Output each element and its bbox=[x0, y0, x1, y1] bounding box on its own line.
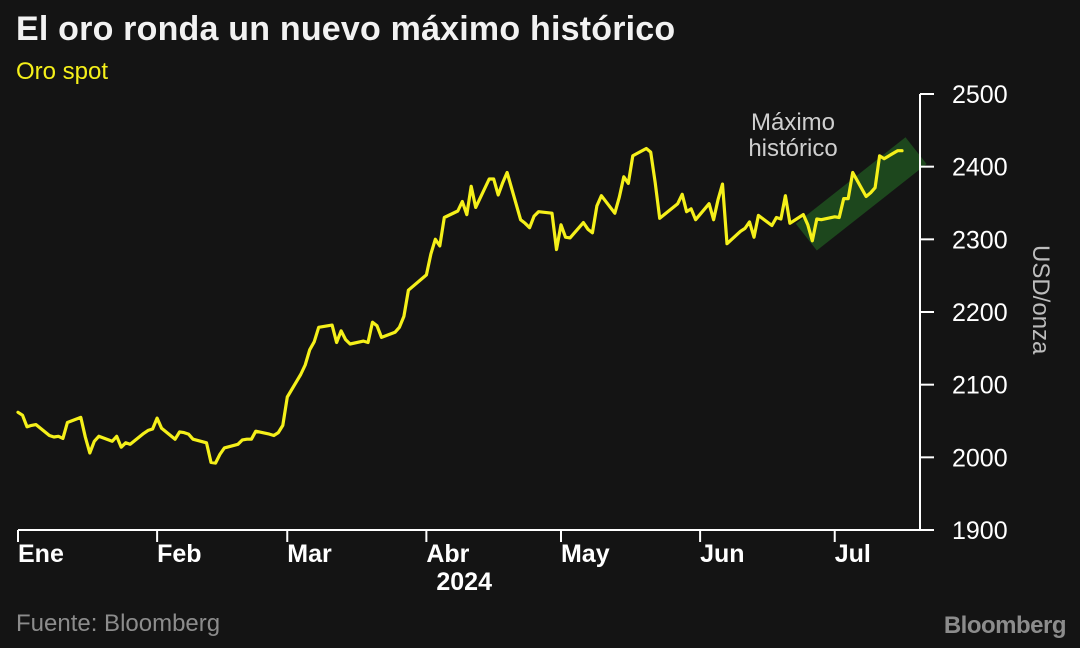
x-tick-label: Abr bbox=[426, 540, 469, 568]
y-tick-label: 2100 bbox=[952, 372, 1008, 400]
record-high-band bbox=[795, 137, 927, 251]
x-tick-label: Feb bbox=[157, 540, 201, 568]
y-tick-label: 1900 bbox=[952, 517, 1008, 545]
x-tick-label: Ene bbox=[18, 540, 64, 568]
x-tick-label: May bbox=[561, 540, 610, 568]
y-tick-label: 2500 bbox=[952, 81, 1008, 109]
y-axis-title: USD/onza bbox=[1027, 245, 1054, 355]
chart-title: El oro ronda un nuevo máximo histórico bbox=[16, 10, 676, 48]
year-label: 2024 bbox=[436, 568, 492, 596]
y-tick-label: 2200 bbox=[952, 299, 1008, 327]
chart-subtitle: Oro spot bbox=[16, 58, 109, 85]
x-tick-label: Mar bbox=[287, 540, 332, 568]
annotation-label: Máximo bbox=[751, 109, 835, 136]
bloomberg-logo: Bloomberg bbox=[943, 612, 1067, 639]
y-tick-label: 2300 bbox=[952, 226, 1008, 254]
annotation-label: histórico bbox=[748, 135, 837, 162]
y-tick-label: 2400 bbox=[952, 154, 1008, 182]
x-tick-label: Jul bbox=[835, 540, 871, 568]
x-tick-label: Jun bbox=[700, 540, 744, 568]
gold-price-line bbox=[16, 146, 904, 465]
source-note: Fuente: Bloomberg bbox=[16, 610, 221, 637]
y-tick-label: 2000 bbox=[952, 444, 1008, 472]
